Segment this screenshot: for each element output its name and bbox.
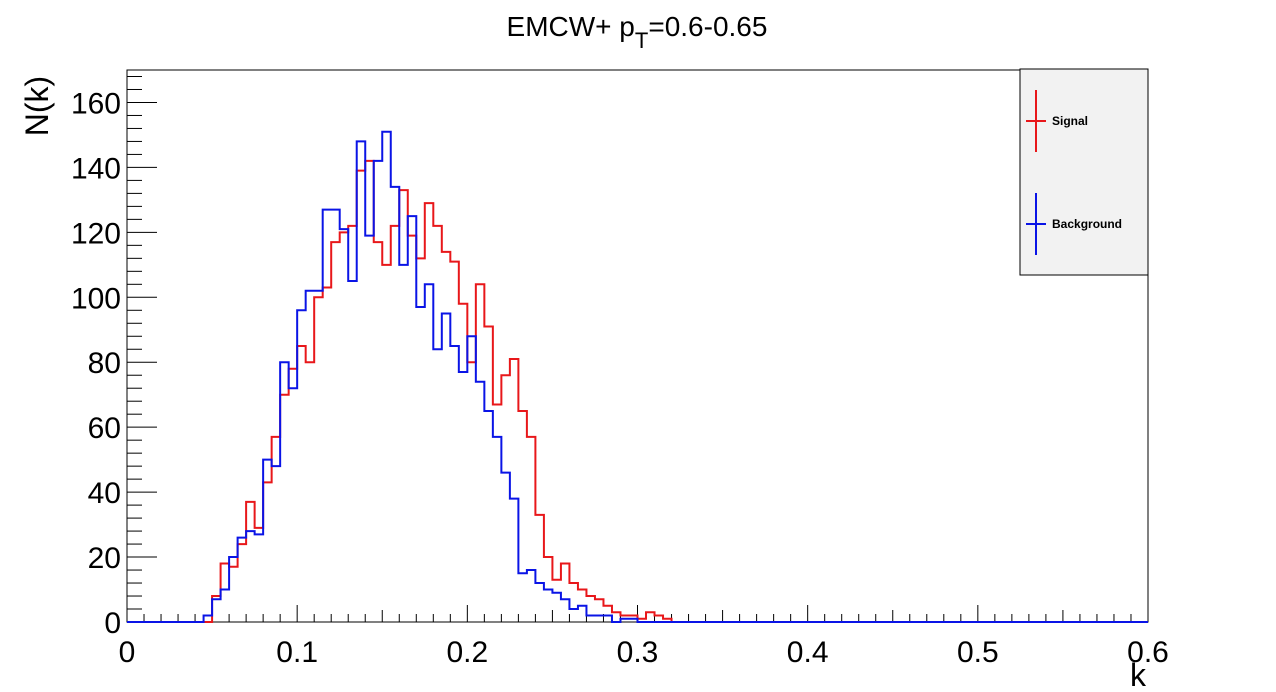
x-tick-label: 0.5 xyxy=(957,636,999,669)
y-tick-label: 140 xyxy=(71,152,121,185)
legend: Signal Background xyxy=(1019,68,1149,276)
legend-box xyxy=(1019,68,1149,276)
series-layer xyxy=(127,130,1148,623)
y-tick-label: 100 xyxy=(71,282,121,315)
chart-title-main: EMCW+ p xyxy=(507,11,635,42)
y-tick-label: 80 xyxy=(88,347,121,380)
x-tick-label: 0.2 xyxy=(446,636,488,669)
x-axis-title: k xyxy=(1130,657,1147,692)
histogram-series-background xyxy=(127,130,1148,623)
chart-title-subscript: T xyxy=(635,28,648,53)
chart-title-rest: =0.6-0.65 xyxy=(648,11,767,42)
y-tick-label: 20 xyxy=(88,542,121,575)
chart-title: EMCW+ pT=0.6-0.65 xyxy=(507,11,768,53)
y-tick-label: 40 xyxy=(88,477,121,510)
x-tick-label: 0.3 xyxy=(617,636,659,669)
legend-item-signal: Signal xyxy=(1026,90,1088,152)
x-tick-label: 0 xyxy=(119,636,136,669)
y-tick-label: 120 xyxy=(71,217,121,250)
x-tick-label: 0.1 xyxy=(276,636,318,669)
legend-label-signal: Signal xyxy=(1052,114,1088,128)
legend-item-background: Background xyxy=(1026,193,1122,255)
legend-label-background: Background xyxy=(1052,217,1122,231)
y-tick-label: 60 xyxy=(88,412,121,445)
x-axis: 0 0.1 0.2 0.3 0.4 0.5 0.6 xyxy=(119,605,1169,669)
x-tick-label: 0.6 xyxy=(1127,636,1169,669)
x-tick-label: 0.4 xyxy=(787,636,829,669)
y-tick-label: 160 xyxy=(71,87,121,120)
y-tick-label: 0 xyxy=(104,607,121,640)
y-axis-title: N(k) xyxy=(19,76,55,136)
